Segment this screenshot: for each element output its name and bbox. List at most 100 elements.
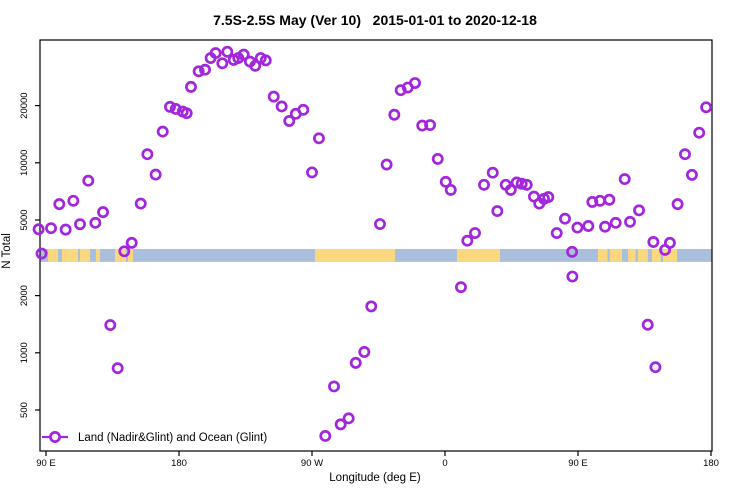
data-point	[455, 281, 467, 294]
data-point	[641, 318, 654, 331]
data-point	[32, 223, 45, 236]
legend-label: Land (Nadir&Glint) and Ocean (Glint)	[78, 432, 267, 444]
land-band-segment	[456, 248, 500, 262]
data-point	[328, 380, 340, 393]
data-point	[104, 319, 117, 331]
data-point	[319, 430, 332, 442]
data-point	[671, 198, 684, 211]
x-tick-label: 90 E	[568, 458, 588, 469]
data-point	[156, 125, 169, 138]
chart-title: 7.5S-2.5S May (Ver 10) 2015-01-01 to 202…	[213, 12, 537, 28]
land-band-segment	[314, 248, 396, 262]
data-point	[97, 206, 109, 219]
data-point	[649, 361, 662, 374]
data-point	[237, 48, 250, 61]
land-band-segment	[609, 248, 623, 262]
data-point	[185, 80, 197, 93]
data-point	[59, 223, 72, 236]
y-tick-label: 1000	[19, 342, 30, 363]
data-point	[571, 221, 584, 234]
land-band-segment	[637, 248, 648, 262]
land-band-segment	[79, 248, 91, 262]
data-point	[306, 166, 318, 179]
x-tick-label: 180	[703, 458, 719, 469]
data-point	[679, 148, 691, 161]
x-tick-label: 90 E	[36, 458, 56, 469]
data-point	[469, 227, 481, 239]
data-point	[633, 204, 645, 217]
x-axis-label: Longitude (deg E)	[329, 472, 421, 484]
data-point	[424, 119, 437, 132]
data-point	[358, 346, 371, 358]
data-point	[374, 218, 386, 231]
data-point	[491, 205, 504, 218]
land-band-segment	[95, 248, 100, 262]
data-point	[35, 247, 48, 260]
y-tick-label: 2000	[19, 285, 30, 306]
data-point	[275, 100, 288, 113]
data-point	[388, 108, 401, 121]
y-tick-label: 20000	[19, 92, 30, 118]
data-point	[609, 216, 622, 229]
data-point	[82, 174, 95, 187]
data-point	[693, 126, 706, 139]
data-point	[74, 218, 86, 231]
y-axis-label: N Total	[1, 233, 13, 269]
data-point	[249, 59, 262, 72]
data-point	[118, 245, 131, 258]
data-point	[566, 245, 579, 258]
data-point	[67, 194, 80, 207]
land-band-segment	[662, 248, 678, 262]
land-band-segment	[597, 248, 608, 262]
data-point	[700, 101, 713, 114]
plot-box	[39, 39, 713, 452]
data-point	[134, 197, 147, 210]
data-point	[515, 177, 528, 190]
data-point	[603, 193, 616, 206]
data-point	[297, 103, 310, 116]
data-point	[409, 77, 421, 89]
data-point	[125, 236, 138, 249]
data-point	[550, 227, 563, 239]
legend-marker-icon	[49, 431, 61, 443]
x-tick-label: 0	[442, 458, 447, 469]
data-point	[349, 356, 362, 369]
data-point	[221, 45, 234, 58]
data-point	[180, 107, 193, 120]
land-band-segment	[128, 248, 134, 262]
data-point	[283, 115, 296, 127]
data-point	[618, 173, 631, 186]
data-point	[431, 152, 444, 165]
data-point	[504, 183, 517, 196]
y-tick-label: 500	[19, 402, 30, 418]
x-tick-label: 90 W	[301, 458, 323, 469]
data-point	[559, 212, 571, 225]
data-point	[461, 234, 474, 247]
data-point	[199, 63, 211, 76]
data-point	[624, 215, 636, 228]
data-point	[164, 100, 176, 113]
data-point	[149, 168, 162, 181]
land-band-segment	[627, 248, 636, 262]
data-point	[663, 236, 676, 249]
y-tick-label: 5000	[19, 209, 30, 230]
land-band-segment	[61, 248, 79, 262]
data-point	[380, 158, 393, 171]
data-point	[542, 191, 555, 204]
data-point	[586, 196, 599, 208]
data-point	[192, 65, 205, 78]
y-tick-label: 10000	[19, 150, 30, 176]
data-point	[53, 198, 66, 211]
data-point	[365, 300, 378, 313]
data-point	[647, 236, 660, 248]
land-band-segment	[48, 248, 58, 262]
data-point	[89, 216, 102, 229]
land-band-segment	[651, 248, 661, 262]
data-point	[486, 166, 499, 179]
data-point	[334, 418, 347, 431]
data-point	[111, 362, 124, 375]
data-point	[582, 220, 595, 232]
data-point	[216, 57, 229, 70]
